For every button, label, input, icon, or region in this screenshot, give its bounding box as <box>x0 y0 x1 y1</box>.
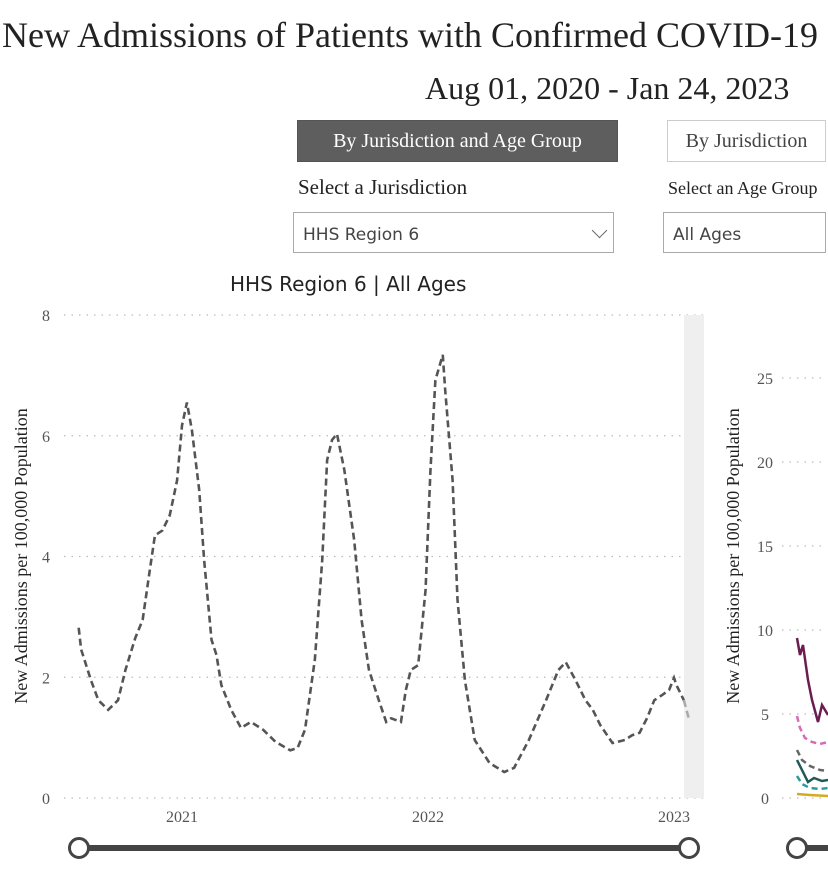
date-range: Aug 01, 2020 - Jan 24, 2023 <box>425 70 790 106</box>
x-tick-label: 2021 <box>166 809 198 826</box>
jurisdiction-label: Select a Jurisdiction <box>298 175 468 199</box>
y-tick-label: 2 <box>42 670 50 687</box>
y-tick-label: 6 <box>42 429 50 446</box>
y-axis-label: New Admissions per 100,000 Population <box>11 408 31 704</box>
jurisdiction-value: HHS Region 6 <box>303 225 420 245</box>
chart-highlight-band <box>684 315 704 798</box>
x-tick-label: 2022 <box>412 809 444 826</box>
age-group-value: All Ages <box>673 225 742 245</box>
y-tick-label-2: 15 <box>757 539 773 556</box>
y-tick-label: 8 <box>42 308 50 325</box>
series-line-pink <box>795 715 828 746</box>
view-by-jurisdiction-button[interactable]: By Jurisdiction <box>667 120 826 162</box>
series-line-purple <box>795 637 828 723</box>
series-line-darkteal <box>795 759 828 784</box>
slider-end-handle[interactable] <box>678 837 700 859</box>
series-line-partial <box>682 699 691 719</box>
y-tick-label-2: 5 <box>761 707 769 724</box>
x-tick-label: 2023 <box>658 809 690 826</box>
series-line-teal <box>795 775 828 791</box>
chart-title: HHS Region 6 | All Ages <box>230 272 467 296</box>
slider-start-handle-2[interactable] <box>786 837 808 859</box>
age-group-label: Select an Age Group <box>668 178 818 198</box>
age-group-dropdown[interactable]: All Ages <box>663 212 826 253</box>
view-by-jurisdiction-age-button[interactable]: By Jurisdiction and Age Group <box>297 120 618 162</box>
slider-start-handle[interactable] <box>68 837 90 859</box>
series-line-all-ages <box>77 354 686 774</box>
y-tick-label-2: 10 <box>757 623 773 640</box>
y-tick-label-2: 0 <box>761 791 769 808</box>
y-tick-label-2: 25 <box>757 371 773 388</box>
y-axis-label-2: New Admissions per 100,000 Population <box>723 408 743 704</box>
series-line-gray <box>795 749 828 773</box>
y-tick-label-2: 20 <box>757 455 773 472</box>
y-tick-label: 4 <box>42 550 50 567</box>
y-tick-label: 0 <box>42 791 50 808</box>
page-title: New Admissions of Patients with Confirme… <box>2 15 818 55</box>
jurisdiction-dropdown[interactable]: HHS Region 6 <box>293 212 614 253</box>
series-line-yellow <box>796 792 828 798</box>
